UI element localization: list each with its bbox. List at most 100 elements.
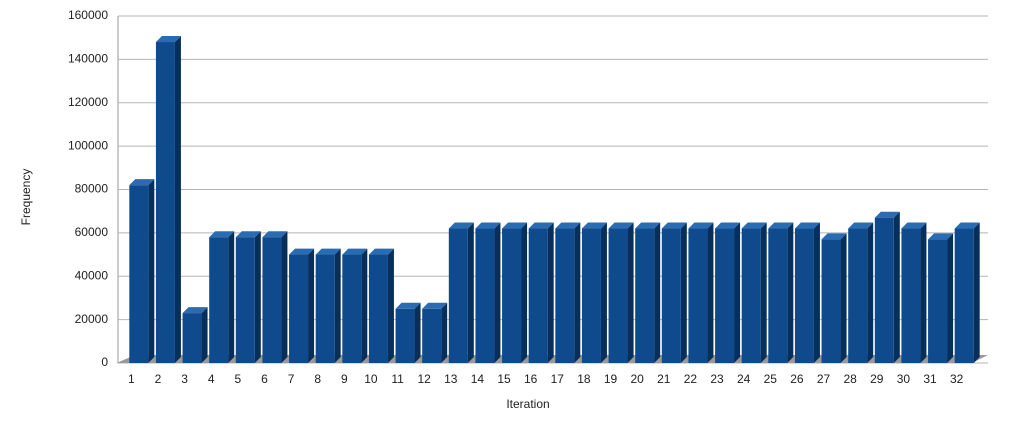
bar-top — [422, 302, 448, 309]
x-tick-label: 21 — [657, 372, 671, 386]
bar-side — [840, 233, 847, 363]
x-tick-label: 15 — [497, 372, 511, 386]
bar-side — [813, 222, 820, 363]
x-tick-label: 23 — [710, 372, 724, 386]
bar-top — [928, 233, 954, 240]
bar-top — [235, 231, 261, 238]
bar — [182, 313, 202, 363]
bar — [715, 228, 735, 363]
bar — [368, 254, 388, 363]
x-tick-label: 20 — [631, 372, 645, 386]
bar-top — [555, 222, 581, 229]
y-tick-label: 20000 — [75, 312, 109, 326]
bar-top — [608, 222, 634, 229]
bar — [581, 228, 601, 363]
x-tick-label: 22 — [684, 372, 698, 386]
bar-side — [680, 222, 687, 363]
bar — [661, 228, 681, 363]
bar-side — [361, 248, 368, 363]
x-tick-label: 29 — [870, 372, 884, 386]
bar — [342, 254, 362, 363]
bar-top — [688, 222, 714, 229]
y-tick-label: 40000 — [75, 268, 109, 282]
bar-top — [502, 222, 528, 229]
bar-side — [973, 222, 980, 363]
x-tick-label: 4 — [208, 372, 215, 386]
bar-side — [387, 248, 394, 363]
bar-side — [600, 222, 607, 363]
bar — [821, 239, 841, 363]
bar-side — [654, 222, 661, 363]
bar — [848, 228, 868, 363]
bar — [954, 228, 974, 363]
bar-top — [581, 222, 607, 229]
bar-top — [315, 248, 341, 255]
y-tick-label: 140000 — [68, 52, 108, 66]
bar-side — [441, 302, 448, 363]
y-tick-label: 100000 — [68, 138, 108, 152]
x-tick-label: 1 — [128, 372, 135, 386]
x-tick-label: 30 — [897, 372, 911, 386]
bar-side — [414, 302, 421, 363]
x-tick-label: 2 — [155, 372, 162, 386]
bar-top — [661, 222, 687, 229]
bar-top — [209, 231, 235, 238]
bar — [289, 254, 309, 363]
bar-top — [901, 222, 927, 229]
bar — [129, 185, 149, 363]
bar-side — [334, 248, 341, 363]
x-tick-label: 27 — [817, 372, 831, 386]
x-tick-label: 31 — [923, 372, 937, 386]
x-tick-label: 25 — [764, 372, 778, 386]
bar-top — [342, 248, 368, 255]
bar-side — [707, 222, 714, 363]
x-tick-label: 3 — [181, 372, 188, 386]
bar — [741, 228, 761, 363]
x-tick-label: 8 — [314, 372, 321, 386]
x-tick-label: 26 — [790, 372, 804, 386]
bar — [794, 228, 814, 363]
bar — [448, 228, 468, 363]
bar-side — [760, 222, 767, 363]
bar-side — [148, 179, 155, 363]
bar — [688, 228, 708, 363]
bar-side — [521, 222, 528, 363]
x-tick-label: 13 — [444, 372, 458, 386]
bar-top — [368, 248, 394, 255]
bar — [209, 237, 229, 363]
bar-side — [574, 222, 581, 363]
bar-side — [867, 222, 874, 363]
x-tick-label: 7 — [288, 372, 295, 386]
bar-top — [129, 179, 155, 186]
y-axis-label: Frequency — [19, 169, 33, 226]
bar — [262, 237, 282, 363]
bar — [555, 228, 575, 363]
x-axis-label: Iteration — [506, 397, 549, 411]
bar-top — [768, 222, 794, 229]
bar-top — [155, 36, 181, 43]
bar-side — [787, 222, 794, 363]
bar-side — [201, 307, 208, 363]
x-tick-label: 24 — [737, 372, 751, 386]
bar — [315, 254, 335, 363]
bar — [422, 308, 442, 363]
bar-side — [734, 222, 741, 363]
bar-top — [794, 222, 820, 229]
bar-top — [262, 231, 288, 238]
bar-side — [467, 222, 474, 363]
x-tick-label: 12 — [418, 372, 432, 386]
bar-side — [947, 233, 954, 363]
x-tick-label: 11 — [391, 372, 404, 386]
bar-side — [547, 222, 554, 363]
bar-side — [920, 222, 927, 363]
bar-side — [281, 231, 288, 363]
x-tick-label: 19 — [604, 372, 618, 386]
x-tick-label: 17 — [551, 372, 565, 386]
bar-top — [289, 248, 315, 255]
y-tick-label: 120000 — [68, 95, 108, 109]
x-tick-label: 14 — [471, 372, 485, 386]
bar-top — [848, 222, 874, 229]
bar — [901, 228, 921, 363]
x-tick-label: 18 — [577, 372, 591, 386]
